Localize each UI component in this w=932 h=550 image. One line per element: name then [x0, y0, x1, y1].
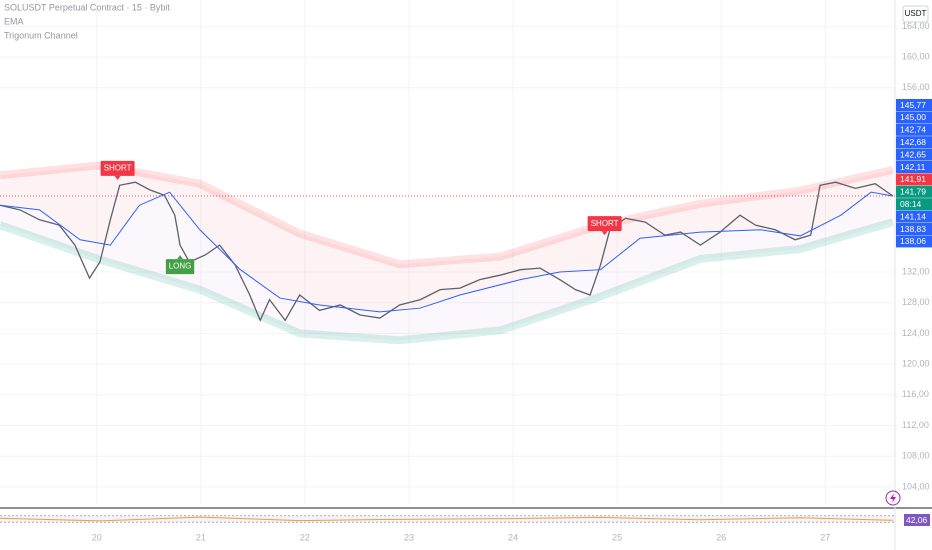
signal-pointer [114, 175, 121, 180]
price-tag-label: 145,00 [900, 112, 926, 122]
price-tag-label: 142,74 [900, 125, 926, 135]
signal-label: SHORT [591, 219, 619, 228]
price-tag-label: 145,77 [900, 100, 926, 110]
price-tag [896, 136, 932, 149]
price-tag [896, 161, 932, 173]
price-tag [896, 173, 932, 186]
price-tag [896, 235, 932, 248]
price-tag-label: 141,91 [900, 174, 926, 184]
signal-pointer [177, 255, 184, 260]
price-tag-label: 141,14 [900, 211, 926, 221]
symbol-title: SOLUSDT Perpetual Contract · 15 · Bybit [4, 2, 170, 12]
oscillator-tag-label: 42,06 [906, 515, 928, 525]
y-tick-label: 160,00 [902, 51, 930, 61]
y-tick-label: 164,00 [902, 21, 930, 31]
price-tag [896, 148, 932, 161]
price-tag [896, 123, 932, 136]
price-tag-label: 142,65 [900, 149, 926, 159]
signal-marker [100, 160, 135, 176]
alert-icon[interactable] [885, 490, 901, 506]
y-tick-label: 104,00 [902, 481, 930, 491]
price-tag-label: 138,83 [900, 224, 926, 234]
x-tick-label: 24 [508, 532, 518, 542]
signal-label: SHORT [104, 164, 132, 173]
price-tag [896, 111, 932, 124]
y-tick-label: 156,00 [902, 82, 930, 92]
alert-bolt [890, 493, 896, 503]
price-tag [896, 99, 932, 111]
plot-area: SHORT LONG SHORT [0, 0, 895, 505]
price-line [0, 181, 894, 322]
y-tick-label: 108,00 [902, 451, 930, 461]
price-tag [896, 185, 932, 198]
y-tick-label: 120,00 [902, 358, 930, 368]
signal-marker [587, 216, 622, 232]
y-tick-label: 132,00 [902, 266, 930, 276]
y-tick-label: 112,00 [902, 420, 929, 430]
price-tag [896, 198, 932, 211]
x-tick-label: 22 [300, 532, 310, 542]
y-tick-label: 124,00 [902, 328, 930, 338]
currency-label[interactable]: USDT [905, 9, 927, 18]
oscillator-line [0, 516, 893, 522]
x-tick-label: 26 [716, 532, 726, 542]
price-tag-label: 141,79 [900, 187, 926, 197]
signal-pointer [601, 231, 608, 236]
channel-upper [0, 161, 894, 269]
signal-label: LONG [169, 262, 192, 271]
oscillator-tag [904, 514, 930, 526]
indicator-label: EMA [4, 16, 24, 26]
x-tick-label: 23 [404, 532, 414, 542]
channel-upper-fill [0, 165, 893, 312]
y-tick-label: 116,00 [902, 389, 929, 399]
price-tag-label: 142,68 [900, 137, 926, 147]
currency-button[interactable] [902, 5, 929, 23]
ema-line [0, 191, 894, 313]
x-tick-label: 25 [612, 532, 622, 542]
y-tick-label: 128,00 [902, 297, 930, 307]
x-tick-label: 27 [820, 532, 830, 542]
price-tag [896, 223, 932, 235]
indicator-label: Trigonum Channel [4, 30, 78, 40]
price-tag [896, 210, 932, 223]
channel-lower [0, 218, 895, 345]
price-tag-label: 08:14 [900, 199, 922, 209]
price-tag-label: 138,06 [900, 236, 926, 246]
x-tick-label: 20 [92, 532, 102, 542]
price-tag-label: 142,11 [900, 162, 926, 172]
signal-marker [165, 259, 195, 275]
x-tick-label: 21 [196, 532, 206, 542]
